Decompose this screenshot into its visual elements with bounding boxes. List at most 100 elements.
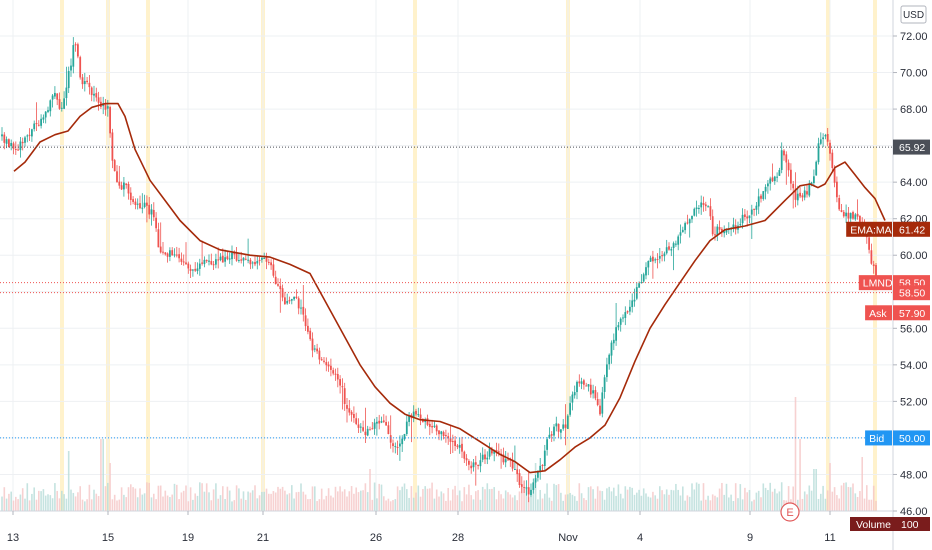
candle-body [134, 201, 137, 205]
currency-button[interactable]: USD [900, 5, 927, 24]
volume-bar [307, 499, 309, 511]
volume-bar [440, 491, 443, 511]
candle-body [704, 204, 707, 207]
candle-body [150, 209, 153, 215]
volume-bar [350, 486, 353, 511]
candle-body [350, 411, 353, 415]
volume-bar [15, 496, 17, 511]
candle-body [801, 195, 804, 198]
candle-body [624, 312, 627, 318]
volume-bar [580, 493, 583, 511]
candle-body [672, 243, 675, 249]
candle-body [65, 87, 68, 99]
volume-bar [302, 491, 305, 511]
volume-bar [590, 486, 592, 511]
candle-body [35, 123, 38, 125]
candle-body [562, 424, 565, 429]
volume-bar [571, 494, 574, 511]
volume-bar [753, 499, 755, 511]
candle-body [272, 264, 275, 276]
volume-bar [705, 499, 707, 511]
volume-bar [445, 500, 447, 511]
candle-body [118, 181, 121, 186]
candle-body [24, 137, 26, 143]
candle-body [212, 264, 215, 266]
volume-bar [849, 487, 852, 511]
volume-bar [104, 486, 107, 511]
volume-bar [272, 491, 275, 511]
volume-bar [97, 496, 100, 511]
volume-bar [5, 498, 8, 511]
price-tag-box [893, 139, 930, 155]
candle-body [484, 454, 486, 460]
candle-body [465, 458, 468, 461]
candle-body [449, 438, 452, 442]
candle-body [256, 260, 259, 264]
candle-body [474, 462, 477, 465]
candle-body [748, 215, 751, 219]
candle-body [776, 176, 778, 178]
candle-body [399, 443, 401, 447]
candle-body [571, 394, 574, 403]
volume-bar [700, 500, 702, 511]
y-tick-label: 60.00 [900, 250, 928, 262]
volume-bar [249, 492, 252, 511]
candle-body [576, 381, 578, 393]
volume-bar [688, 496, 691, 511]
volume-bar [364, 483, 367, 511]
candle-body [251, 262, 254, 264]
volume-bar [684, 500, 686, 511]
volume-bar [245, 499, 247, 511]
volume-bar [84, 501, 86, 511]
volume-bar [562, 500, 564, 511]
volume-bar [477, 490, 479, 511]
volume-bar [564, 494, 567, 511]
earnings-marker[interactable]: E [780, 502, 800, 522]
volume-bar [212, 489, 215, 511]
volume-bar [631, 487, 633, 511]
candle-body [125, 183, 128, 186]
x-axis-ticks[interactable]: 13 15 19 21 26 28 Nov 4 9 11 [7, 511, 836, 544]
volume-bar [693, 489, 696, 511]
candle-body [433, 425, 436, 427]
price-tag-box [893, 221, 930, 237]
candle-body [599, 405, 601, 415]
candle-body [394, 446, 397, 448]
volume-bar [771, 491, 774, 511]
volume-bar [744, 487, 746, 511]
volume-bar [868, 499, 870, 511]
candle-body [258, 259, 261, 261]
candle-body [831, 152, 834, 168]
volume-bar [484, 489, 486, 511]
x-tick-label: Nov [558, 532, 578, 544]
volume-bar [49, 495, 52, 511]
candle-body [175, 254, 178, 256]
volume-bar [373, 482, 376, 511]
volume-bar [159, 485, 162, 511]
volume-bar [410, 486, 413, 511]
candle-body [146, 202, 148, 206]
candle-body [201, 262, 203, 264]
volume-bar [226, 486, 229, 511]
volume-bar [465, 494, 468, 511]
volume-bar [40, 491, 42, 511]
volume-bar [470, 495, 472, 511]
candle-body [589, 384, 592, 395]
volume-bar [130, 484, 132, 511]
candle-body [290, 299, 293, 301]
volume-bar [592, 489, 594, 511]
volume-bar [794, 397, 797, 511]
candle-body [564, 424, 567, 428]
candle-body [353, 414, 355, 418]
candle-body [838, 197, 841, 210]
volume-bar [507, 492, 509, 511]
candle-body [26, 135, 29, 137]
volume-bar [578, 483, 581, 511]
candle-body [435, 425, 438, 432]
volume-bar [1, 496, 3, 511]
candle-body [612, 339, 615, 344]
candle-body [518, 473, 521, 486]
volume-bar [205, 483, 208, 511]
candle-body [403, 434, 406, 440]
